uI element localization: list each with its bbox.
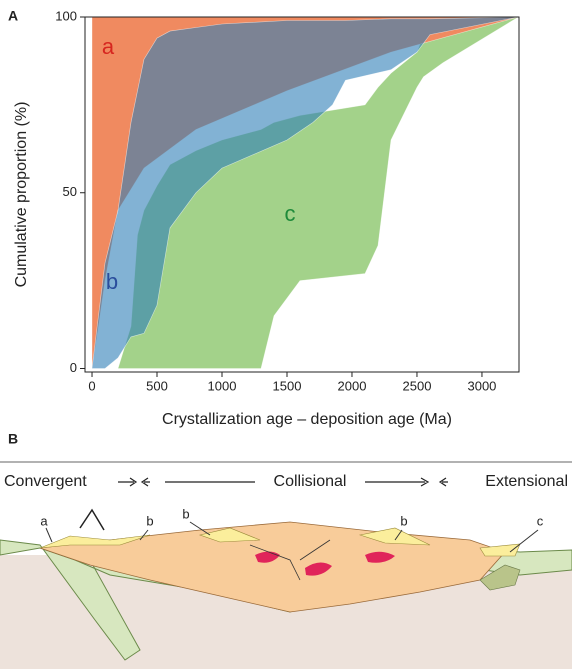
panel-label: A — [8, 8, 18, 24]
rift-fill — [479, 564, 521, 591]
x-tick-label: 1500 — [273, 378, 302, 393]
tectonic-diagram — [0, 461, 572, 669]
y-tick-label: 0 — [70, 360, 77, 375]
x-tick-label: 2000 — [338, 378, 367, 393]
x-tick-label: 2500 — [403, 378, 432, 393]
leader — [189, 521, 211, 536]
x-tick-label: 0 — [88, 378, 95, 393]
leader — [45, 527, 53, 543]
basin-label: b — [182, 506, 189, 521]
basin-label: b — [400, 513, 407, 528]
regime-label: Collisional — [274, 473, 347, 490]
basin-fill — [39, 534, 151, 549]
series-label: c — [285, 201, 296, 226]
basin-label: b — [146, 513, 153, 528]
melt — [255, 551, 395, 576]
regime-arrows — [118, 477, 448, 487]
basin-label: c — [537, 513, 544, 528]
basin-label: a — [40, 513, 48, 528]
regime-label: Extensional — [485, 473, 568, 490]
x-tick-label: 1000 — [208, 378, 237, 393]
regime-label: Convergent — [4, 473, 87, 490]
y-tick-label: 100 — [55, 8, 77, 23]
basin-fill — [198, 527, 261, 543]
panel-label: B — [8, 431, 18, 447]
x-tick-label: 500 — [146, 378, 168, 393]
basin-fill — [479, 543, 521, 557]
basin-fill — [358, 527, 431, 546]
leader — [394, 529, 403, 541]
plot-frame — [84, 16, 520, 373]
leader — [139, 529, 149, 541]
y-axis-title: Cumulative proportion (%) — [13, 102, 30, 288]
x-tick-label: 3000 — [467, 378, 496, 393]
series-label: b — [106, 269, 118, 294]
x-axis-title: Crystallization age – deposition age (Ma… — [162, 411, 452, 428]
volcano — [79, 508, 105, 531]
fault — [249, 539, 331, 581]
y-tick-label: 50 — [63, 184, 77, 199]
leader — [509, 529, 539, 553]
series-label: a — [102, 34, 115, 59]
